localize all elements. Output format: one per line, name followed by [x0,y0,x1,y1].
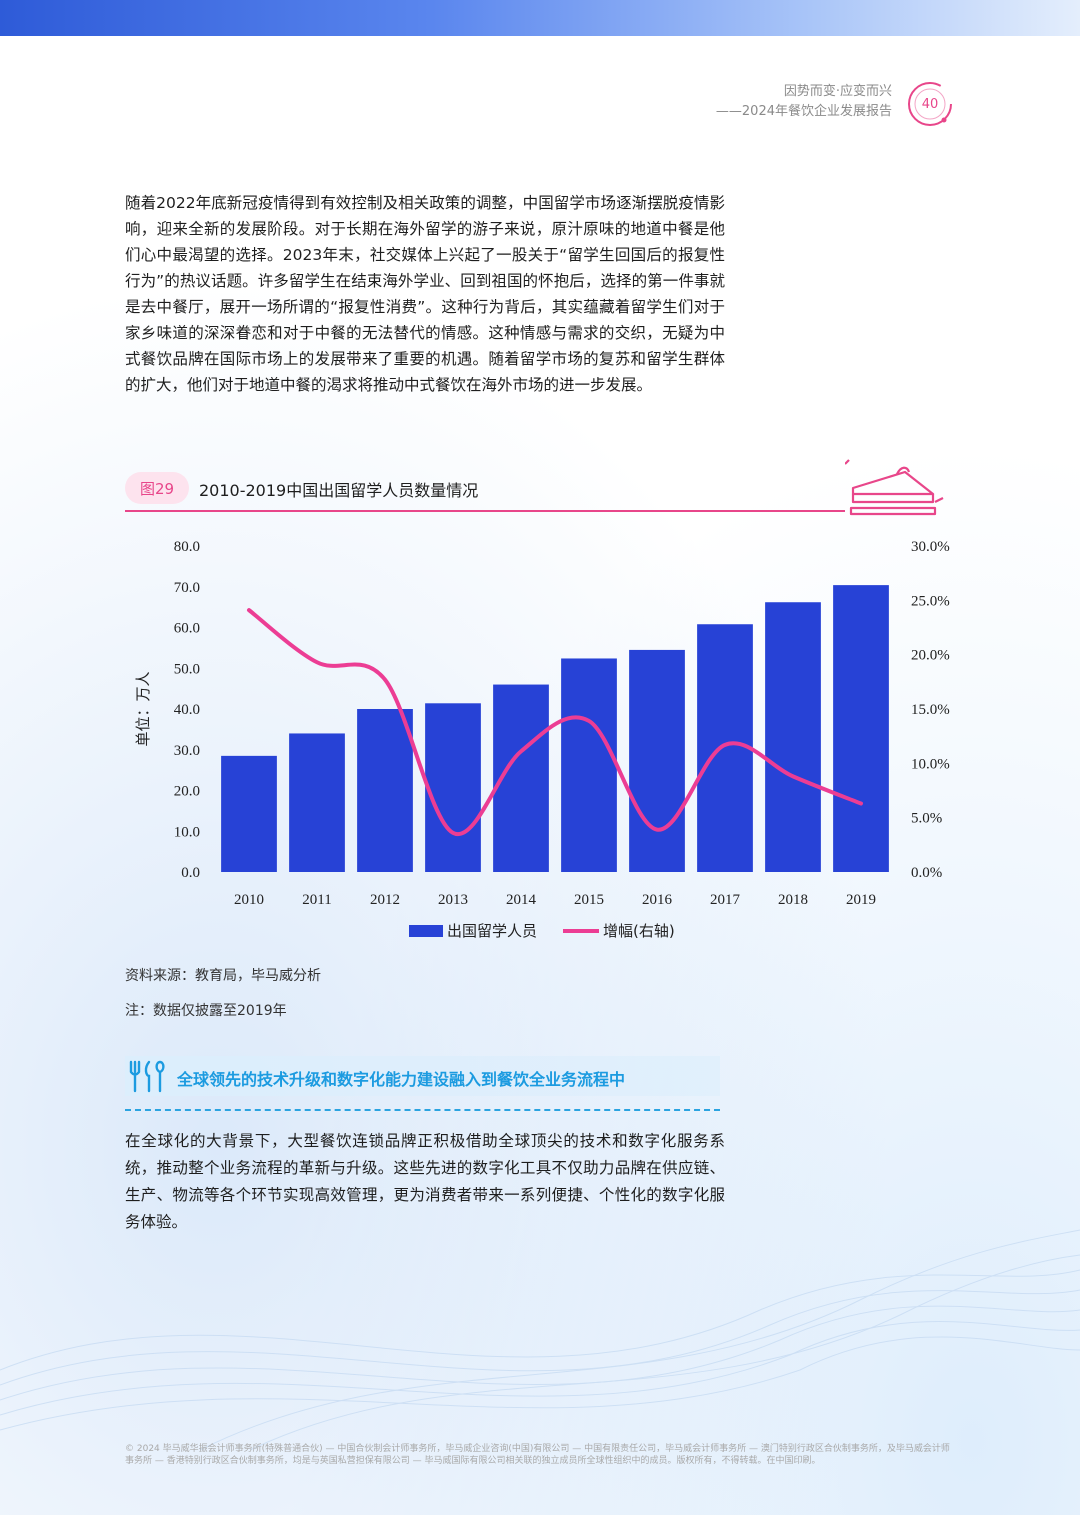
body-paragraph: 在全球化的大背景下，大型餐饮连锁品牌正积极借助全球顶尖的技术和数字化服务系统，推… [125,1132,725,1231]
y2-tick-label: 20.0% [911,648,950,664]
copyright-footer: © 2024 毕马威华振会计师事务所(特殊普通合伙) — 中国合伙制会计师事务所… [125,1444,950,1466]
bar-2010 [221,755,277,872]
figure-tag: 图29 [125,472,189,504]
x-tick-label: 2013 [438,892,468,908]
y-tick-label: 0.0 [181,865,200,881]
x-tick-label: 2015 [574,892,604,908]
section-title: 全球领先的技术升级和数字化能力建设融入到餐饮全业务流程中 [177,1070,626,1089]
page-badge-ring [908,82,952,126]
bar-2017 [697,624,753,872]
bar-2012 [357,709,413,872]
y2-tick-label: 25.0% [911,593,950,609]
bar-2015 [561,658,617,872]
cake-slice-icon [845,459,944,516]
x-tick-label: 2010 [234,892,264,908]
bar-2019 [833,585,889,872]
figure-header: 图29 2010-2019中国出国留学人员数量情况 [125,459,945,516]
header-line-2: ——2024年餐饮企业发展报告 [715,104,892,119]
cutlery-icon [129,1060,165,1093]
y-axis-label: 单位：万人 [134,671,152,746]
x-tick-label: 2016 [642,892,673,908]
bar-2013 [425,703,481,872]
y-tick-label: 30.0 [174,743,200,759]
figure-divider [125,510,845,512]
top-color-band [0,0,1080,36]
report-header: 因势而变·应变而兴 ——2024年餐饮企业发展报告 [716,82,892,122]
y-tick-label: 60.0 [174,621,200,637]
bar-2011 [289,733,345,872]
y-tick-label: 20.0 [174,784,200,800]
x-tick-label: 2018 [778,892,808,908]
decorative-waves [0,1229,1080,1450]
y-tick-label: 10.0 [174,824,200,840]
intro-paragraph: 随着2022年底新冠疫情得到有效控制及相关政策的调整，中国留学市场逐渐摆脱疫情影… [125,194,725,394]
growth-line [247,608,863,837]
x-tick-label: 2019 [846,892,876,908]
x-tick-label: 2017 [710,892,741,908]
y-tick-label: 80.0 [174,539,200,555]
x-tick-label: 2011 [302,892,331,908]
figure-title: 2010-2019中国出国留学人员数量情况 [199,481,479,500]
bar-2016 [629,649,685,872]
legend-label-line: 增幅(右轴) [603,922,675,940]
y-tick-label: 50.0 [174,661,200,677]
source-note: 资料来源：教育局，毕马威分析 [125,968,321,984]
page-number: 40 [921,96,939,112]
bar-2018 [765,602,821,872]
legend-label-bars: 出国留学人员 [447,922,537,940]
student-count-chart: 0.0 10.0 20.0 30.0 40.0 50.0 60.0 70.0 80.0 0.0% 5… [134,539,950,940]
y2-tick-label: 15.0% [911,702,950,718]
data-note: 注：数据仅披露至2019年 [125,1003,287,1019]
y2-tick-label: 30.0% [911,539,950,555]
section-header: 全球领先的技术升级和数字化能力建设融入到餐饮全业务流程中 [125,1056,720,1096]
header-line-1: 因势而变·应变而兴 [783,84,892,99]
x-tick-label: 2012 [370,892,400,908]
y-tick-label: 70.0 [174,580,200,596]
y-tick-label: 40.0 [174,702,200,718]
x-tick-label: 2014 [506,892,537,908]
y2-tick-label: 5.0% [911,811,942,827]
legend-swatch-bars [409,925,443,937]
section-divider [125,1109,720,1111]
y2-tick-label: 0.0% [911,865,942,881]
y2-tick-label: 10.0% [911,756,950,772]
